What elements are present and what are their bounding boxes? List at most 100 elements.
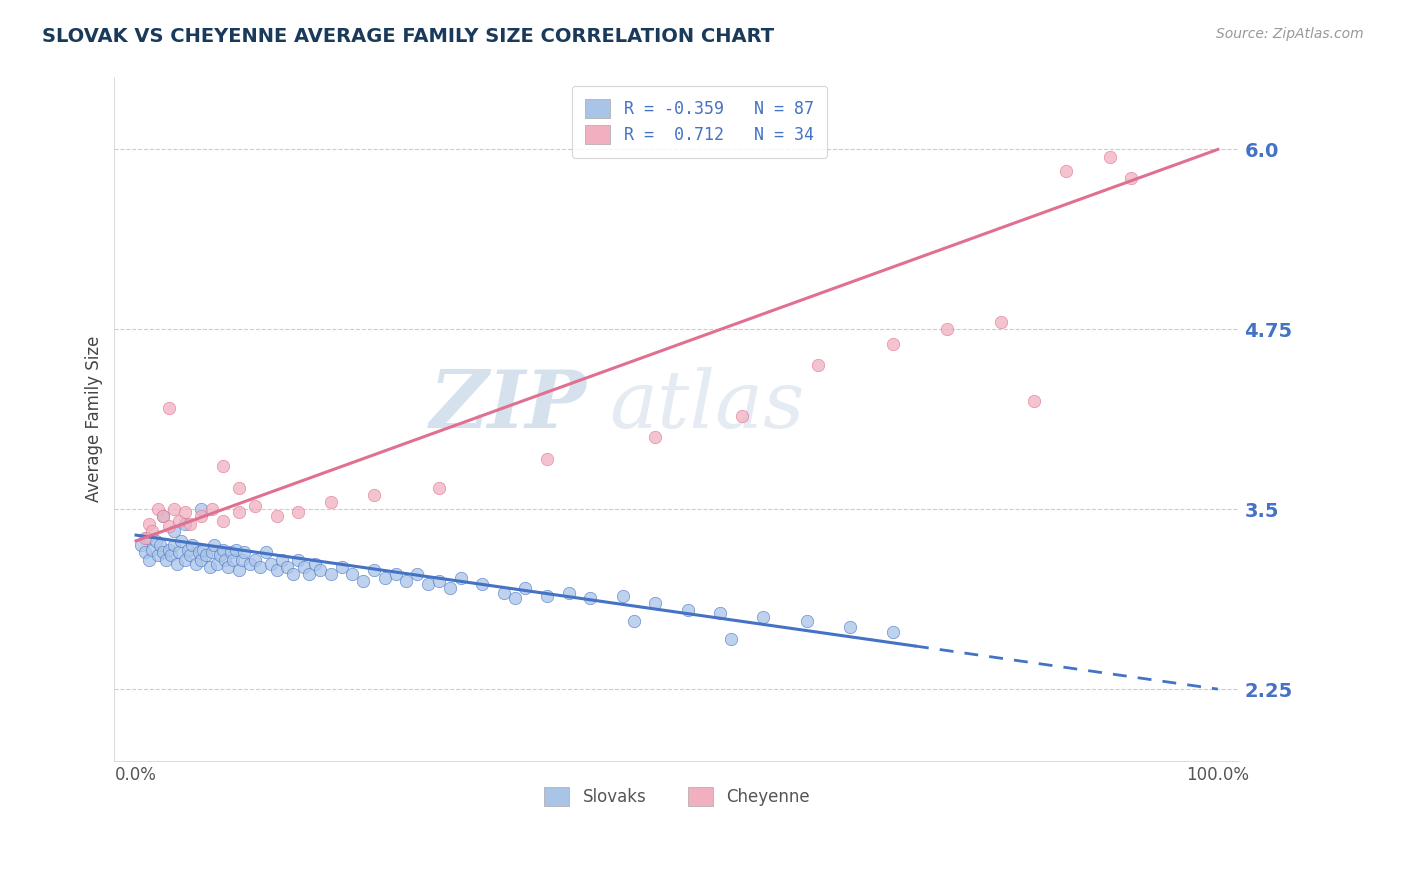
Point — [152, 545, 174, 559]
Point — [266, 563, 288, 577]
Point — [149, 538, 172, 552]
Point — [145, 533, 167, 548]
Point — [134, 531, 156, 545]
Point — [352, 574, 374, 589]
Point — [233, 545, 256, 559]
Point — [181, 538, 204, 552]
Point — [225, 542, 247, 557]
Point — [319, 566, 342, 581]
Point — [796, 615, 818, 629]
Point — [159, 548, 181, 562]
Text: Source: ZipAtlas.com: Source: ZipAtlas.com — [1216, 27, 1364, 41]
Point — [298, 566, 321, 581]
Point — [239, 557, 262, 571]
Point — [211, 542, 233, 557]
Point — [720, 632, 742, 646]
Point — [177, 542, 200, 557]
Point — [384, 566, 406, 581]
Point — [163, 524, 186, 538]
Point — [882, 624, 904, 639]
Point — [209, 548, 232, 562]
Point — [217, 559, 239, 574]
Point — [219, 545, 242, 559]
Point — [134, 545, 156, 559]
Point — [243, 500, 266, 514]
Point — [418, 577, 440, 591]
Point — [131, 538, 153, 552]
Point — [882, 336, 904, 351]
Point — [1054, 164, 1077, 178]
Point — [363, 563, 385, 577]
Text: ZIP: ZIP — [430, 367, 586, 444]
Point — [146, 548, 169, 562]
Point — [173, 516, 195, 531]
Point — [191, 542, 214, 557]
Point — [515, 582, 537, 596]
Point — [1121, 171, 1143, 186]
Point — [287, 552, 309, 566]
Point — [676, 603, 699, 617]
Point — [141, 524, 163, 538]
Point — [287, 505, 309, 519]
Point — [198, 559, 221, 574]
Point — [623, 615, 645, 629]
Point — [271, 552, 294, 566]
Point — [266, 509, 288, 524]
Point — [170, 533, 193, 548]
Point — [228, 563, 250, 577]
Point — [503, 591, 526, 606]
Point — [135, 531, 157, 545]
Point — [152, 509, 174, 524]
Point — [169, 545, 191, 559]
Point — [644, 596, 666, 610]
Point — [292, 559, 315, 574]
Point — [249, 559, 271, 574]
Point — [173, 552, 195, 566]
Point — [228, 505, 250, 519]
Point — [281, 566, 304, 581]
Point — [211, 458, 233, 473]
Point — [644, 430, 666, 444]
Point — [184, 557, 207, 571]
Point — [179, 516, 201, 531]
Text: atlas: atlas — [609, 367, 804, 444]
Point — [471, 577, 494, 591]
Point — [222, 552, 245, 566]
Point — [231, 552, 253, 566]
Point — [195, 548, 218, 562]
Point — [163, 538, 186, 552]
Point — [374, 571, 396, 585]
Point — [406, 566, 429, 581]
Point — [709, 606, 731, 620]
Point — [214, 552, 236, 566]
Point — [254, 545, 277, 559]
Y-axis label: Average Family Size: Average Family Size — [86, 336, 103, 502]
Point — [309, 563, 332, 577]
Point — [990, 315, 1012, 329]
Point — [1098, 150, 1121, 164]
Point — [806, 359, 828, 373]
Point — [260, 557, 283, 571]
Point — [492, 585, 515, 599]
Point — [190, 502, 212, 516]
Point — [141, 542, 163, 557]
Point — [211, 514, 233, 528]
Point — [427, 481, 450, 495]
Legend: Slovaks, Cheyenne: Slovaks, Cheyenne — [536, 779, 818, 814]
Point — [157, 519, 180, 533]
Point — [169, 514, 191, 528]
Point — [839, 620, 862, 634]
Point — [138, 516, 160, 531]
Point — [558, 585, 581, 599]
Point — [330, 559, 353, 574]
Point — [190, 552, 212, 566]
Point — [205, 557, 228, 571]
Point — [202, 538, 225, 552]
Point — [146, 502, 169, 516]
Point — [536, 451, 558, 466]
Point — [612, 589, 634, 603]
Point — [179, 548, 201, 562]
Point — [201, 545, 224, 559]
Point — [138, 552, 160, 566]
Point — [363, 488, 385, 502]
